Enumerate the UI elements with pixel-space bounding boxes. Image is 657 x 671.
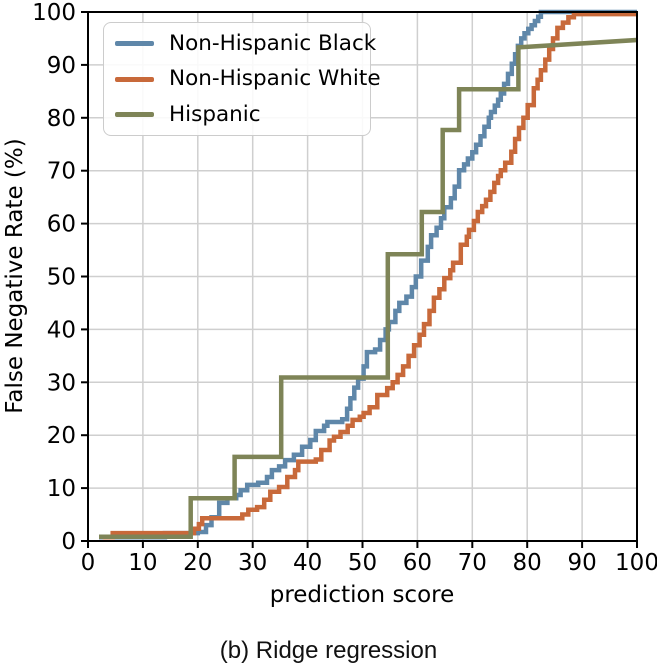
legend-swatch-non-hispanic-white [115, 76, 154, 82]
y-tick-label: 80 [47, 106, 76, 132]
series-path-0 [99, 9, 637, 540]
y-tick-label: 0 [61, 529, 76, 555]
legend-label: Non-Hispanic Black [169, 30, 377, 56]
series-path-1 [102, 11, 637, 540]
legend: Non-Hispanic Black Non-Hispanic White Hi… [103, 22, 381, 136]
x-axis-label: prediction score [270, 582, 455, 608]
legend-label: Hispanic [169, 101, 261, 127]
x-tick-label: 40 [293, 550, 322, 576]
x-tick-label: 100 [615, 550, 657, 576]
y-tick-label: 100 [32, 0, 76, 26]
y-tick-label: 20 [47, 423, 76, 449]
x-tick-label: 10 [128, 550, 157, 576]
y-tick-label: 60 [47, 212, 76, 238]
x-tick-label: 70 [458, 550, 487, 576]
y-axis-label: False Negative Rate (%) [2, 138, 28, 413]
x-tick-label: 90 [567, 550, 596, 576]
y-tick-label: 90 [47, 53, 76, 79]
legend-item: Non-Hispanic Black [115, 27, 376, 61]
tick-label-layer: 0 10 20 30 40 50 60 70 80 90 100 0 10 20 30 40 50 60 70 80 9… [32, 0, 657, 576]
legend-item: Non-Hispanic White [115, 62, 381, 96]
legend-label: Non-Hispanic White [169, 66, 381, 92]
x-tick-label: 30 [238, 550, 267, 576]
y-tick-label: 50 [47, 265, 76, 291]
y-tick-label: 70 [47, 159, 76, 185]
x-tick-label: 60 [403, 550, 432, 576]
axes-layer [81, 11, 638, 548]
x-tick-label: 80 [513, 550, 542, 576]
legend-item: Hispanic [115, 98, 370, 132]
y-tick-label: 40 [47, 317, 76, 343]
x-tick-label: 20 [183, 550, 212, 576]
series-path-2 [99, 37, 638, 540]
y-tick-label: 30 [47, 370, 76, 396]
legend-swatch-hispanic [115, 112, 154, 117]
series-layer [99, 9, 638, 540]
caption: (b) Ridge regression [219, 637, 438, 664]
legend-swatch-non-hispanic-black [115, 41, 154, 46]
y-tick-label: 10 [47, 476, 76, 502]
x-tick-label: 50 [348, 550, 377, 576]
x-tick-label: 0 [81, 550, 96, 576]
